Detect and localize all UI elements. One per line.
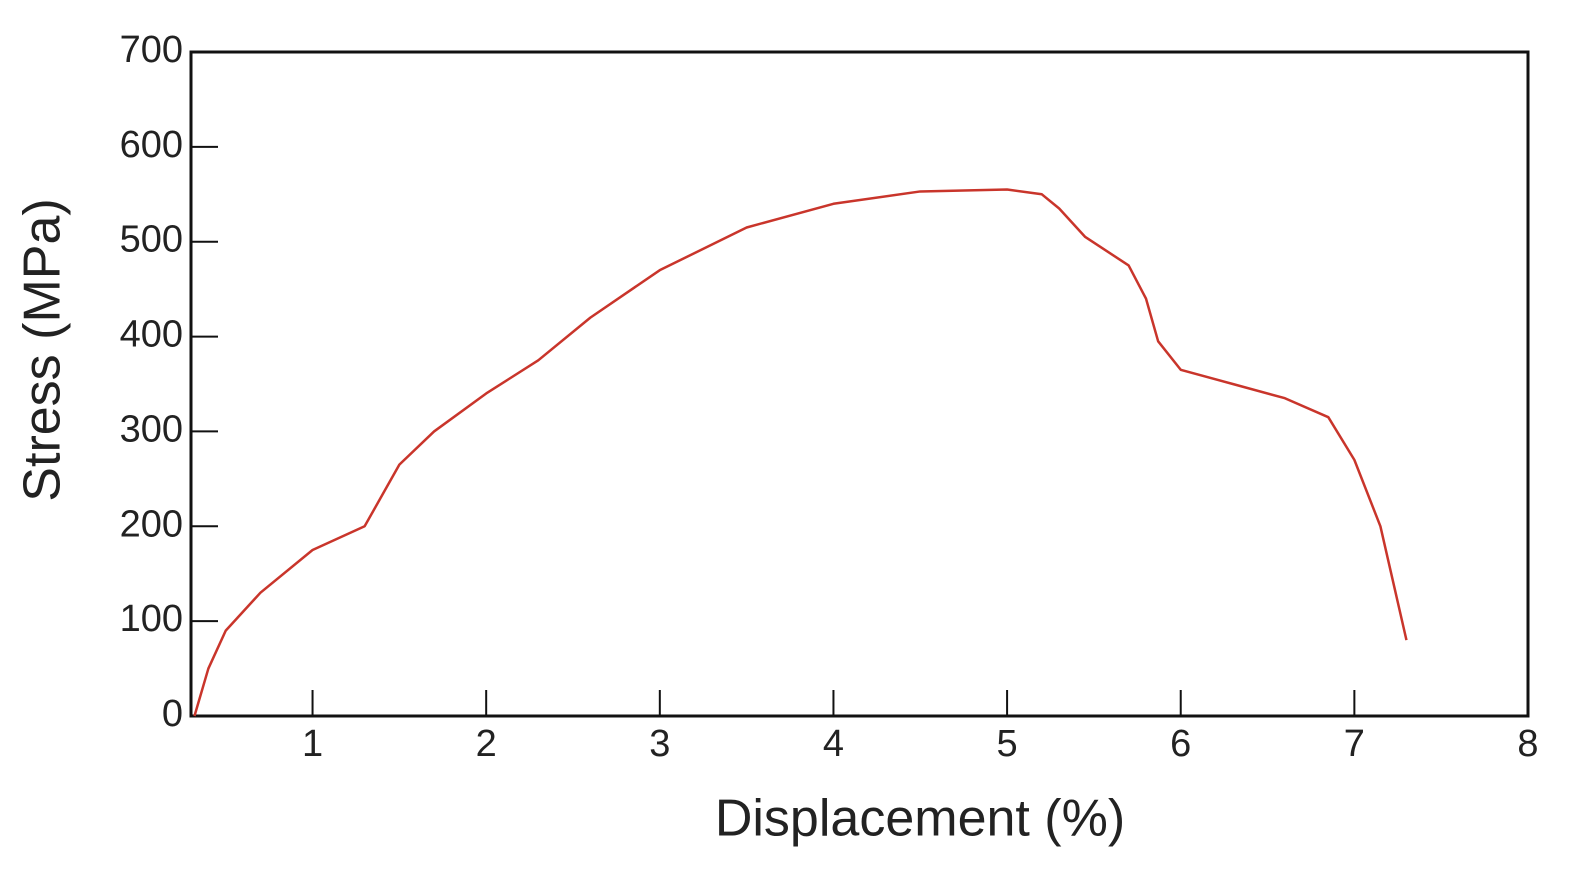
y-tick-label: 400: [120, 314, 183, 356]
x-tick-label: 1: [302, 723, 323, 765]
x-tick-label: 6: [1170, 723, 1191, 765]
x-tick-label: 8: [1517, 723, 1538, 765]
y-tick-label: 300: [120, 408, 183, 450]
y-tick-label: 700: [120, 29, 183, 71]
y-axis-label: Stress (MPa): [14, 198, 72, 501]
y-tick-label: 200: [120, 503, 183, 545]
x-tick-label: 4: [823, 723, 844, 765]
y-tick-label: 500: [120, 219, 183, 261]
x-tick-label: 3: [649, 723, 670, 765]
y-tick-label: 0: [162, 693, 183, 735]
x-tick-label: 5: [997, 723, 1018, 765]
x-axis-label: Displacement (%): [715, 790, 1125, 848]
y-tick-label: 100: [120, 598, 183, 640]
y-tick-label: 600: [120, 124, 183, 166]
x-tick-label: 2: [476, 723, 497, 765]
x-tick-label: 7: [1344, 723, 1365, 765]
data-line: [193, 188, 1408, 717]
plot-frame: [189, 50, 1530, 718]
